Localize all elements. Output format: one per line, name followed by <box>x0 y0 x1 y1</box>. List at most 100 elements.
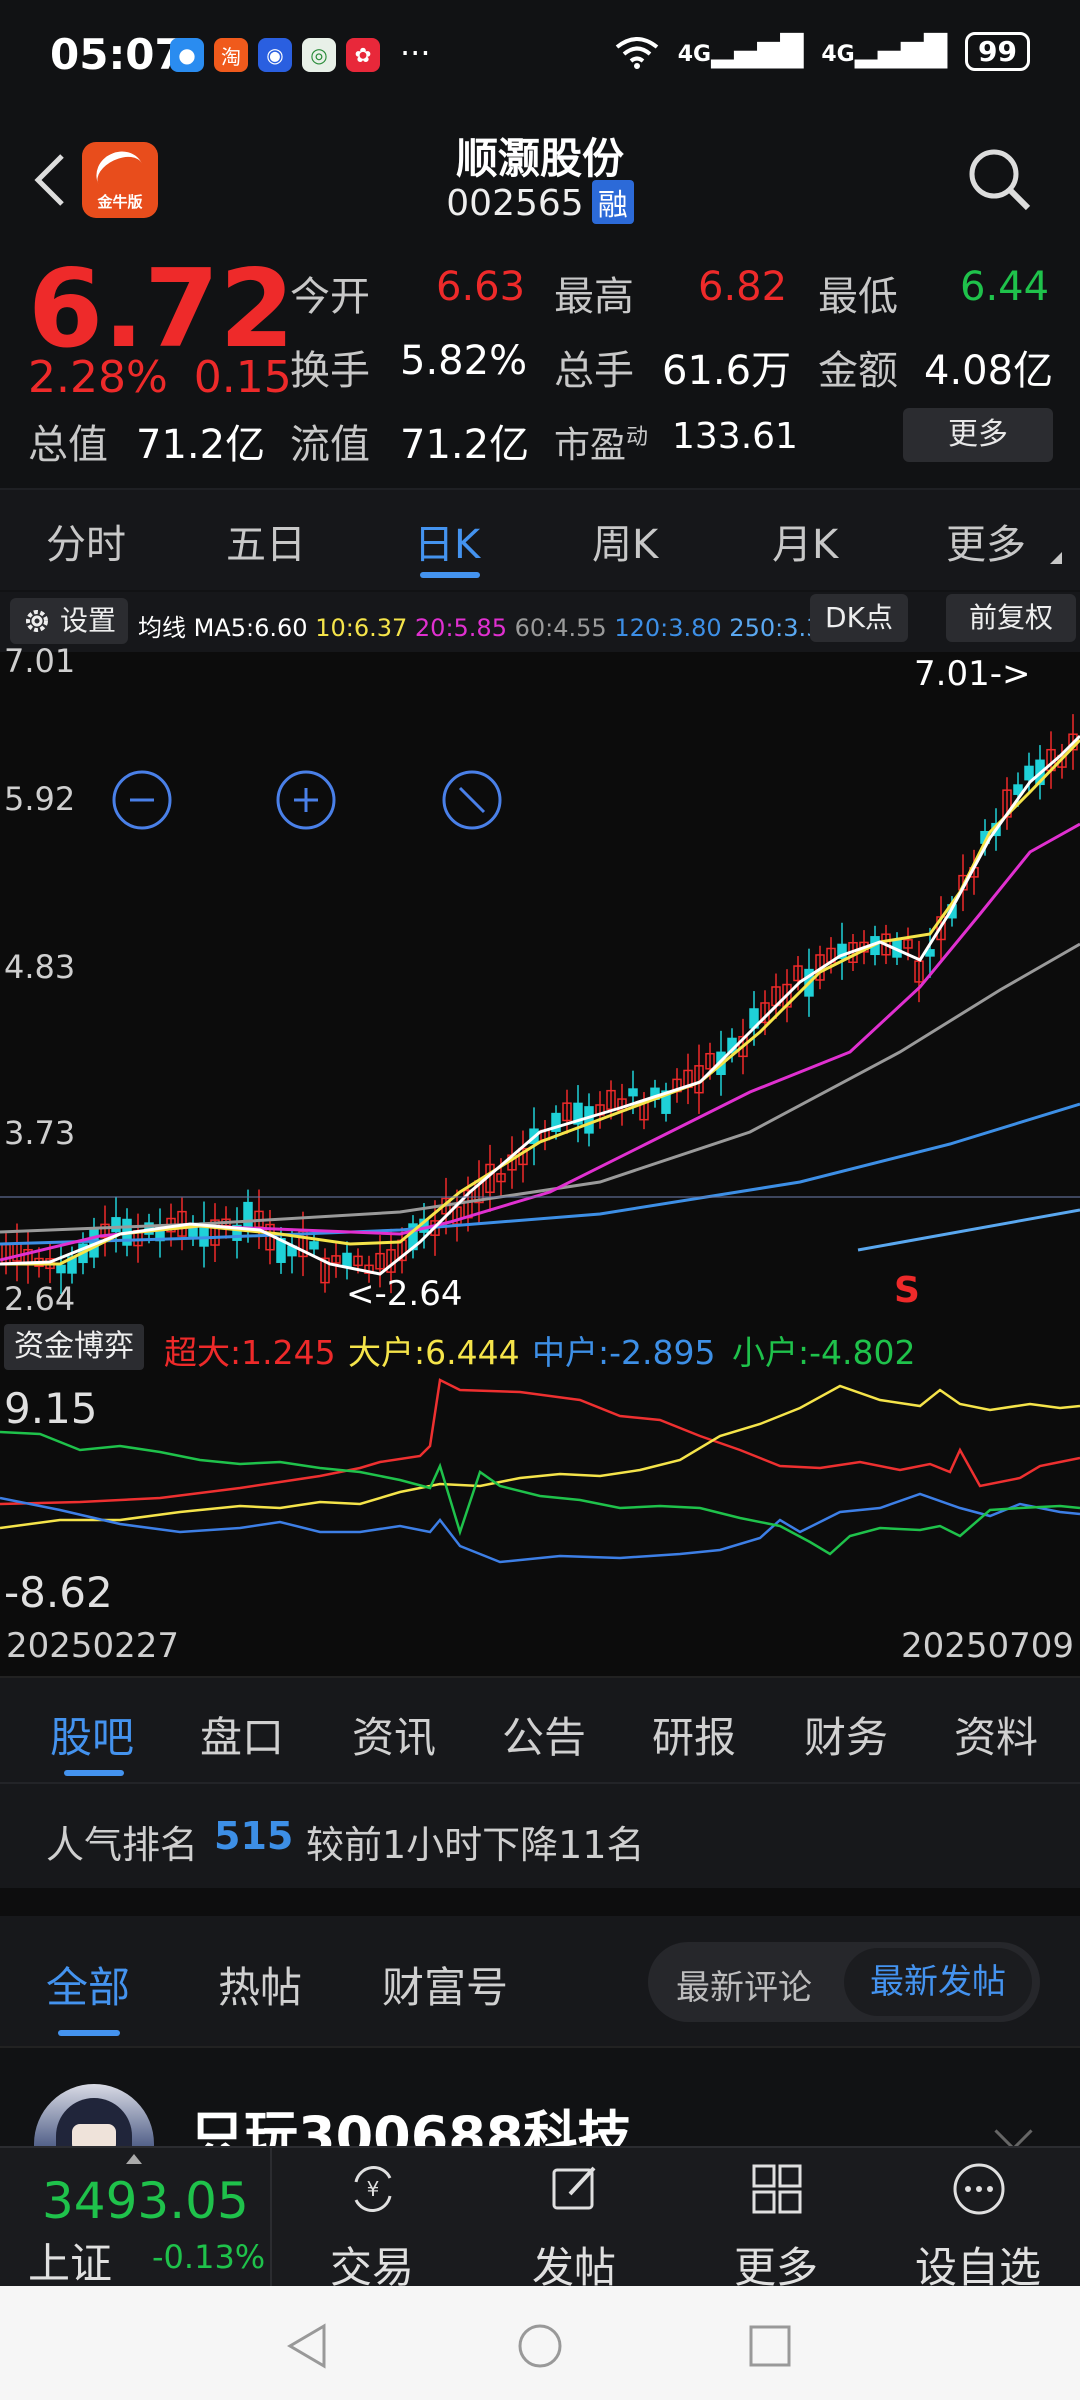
tab-weekly-k[interactable]: 周K <box>592 522 659 568</box>
popularity-rank[interactable]: 人气排名 515 较前1小时下降11名 <box>0 1782 1080 1890</box>
candle-body <box>232 1224 242 1241</box>
nav-post-label: 发帖 <box>531 2243 616 2292</box>
tab-five-day[interactable]: 五日 <box>226 522 306 568</box>
ma5-value: MA5:6.60 <box>193 614 308 642</box>
tab-announcements[interactable]: 公告 <box>502 1713 587 1762</box>
status-bar: 05:07 ● 淘 ◉ ◎ ✿ ··· 4G▂▄▆█ 4G▂▄▆█ 99 <box>0 0 1080 110</box>
system-back-icon[interactable] <box>284 2322 328 2370</box>
index-change: -0.13% <box>152 2238 266 2276</box>
sort-toggle: 最新评论 最新发帖 <box>648 1942 1040 2022</box>
sort-latest-comment[interactable]: 最新评论 <box>676 1968 812 2008</box>
amount-label: 金额 <box>818 348 898 394</box>
nav-trade[interactable]: ¥ 交易 <box>272 2148 472 2292</box>
turnover-label: 换手 <box>290 348 370 394</box>
ma-bar: 设置 均线 MA5:6.60 10:6.37 20:5.85 60:4.55 1… <box>0 592 1080 652</box>
legend-big: 大户:6.444 <box>348 1333 520 1372</box>
fund-y-bottom: -8.62 <box>4 1568 113 1617</box>
market-index[interactable]: 3493.05 上证 -0.13% <box>0 2148 272 2288</box>
signal-circle-icon <box>276 770 336 830</box>
tab-forum[interactable]: 股吧 <box>50 1713 135 1762</box>
candle-body <box>342 1252 352 1269</box>
fund-chart-svg <box>0 1378 1080 1564</box>
tab-underline <box>64 1770 124 1776</box>
nav-more[interactable]: 更多 <box>676 2148 876 2292</box>
signal-icon-2: 4G▂▄▆█ <box>821 34 948 69</box>
more-quote-button[interactable]: 更多 <box>903 408 1053 462</box>
chart-settings-button[interactable]: 设置 <box>10 598 129 644</box>
candle-body <box>496 1173 506 1183</box>
settings-label: 设置 <box>60 604 117 637</box>
tab-more[interactable]: 更多 <box>946 522 1026 568</box>
edit-icon <box>552 2166 596 2210</box>
low-label: 最低 <box>818 274 898 320</box>
search-icon[interactable] <box>966 146 1032 212</box>
nav-add-watchlist[interactable]: 设自选 <box>878 2148 1078 2292</box>
mktcap-value: 71.2亿 <box>136 422 266 468</box>
post-item[interactable]: 只玩300688科技 <box>0 2046 1080 2194</box>
tab-wealth[interactable]: 财富号 <box>382 1963 509 2012</box>
high-annotation: 7.01-> <box>914 654 1031 694</box>
tab-all[interactable]: 全部 <box>46 1963 131 2012</box>
legend-small: 小户:-4.802 <box>732 1333 916 1372</box>
candle-body <box>1024 765 1034 781</box>
current-price: 6.72 <box>28 247 295 372</box>
pe-value: 133.61 <box>672 416 798 457</box>
dk-point-button[interactable]: DK点 <box>810 594 908 642</box>
tab-profile[interactable]: 资料 <box>954 1713 1039 1762</box>
nav-trade-label: 交易 <box>329 2243 414 2292</box>
margin-trading-badge: 融 <box>591 180 634 224</box>
rank-note: 较前1小时下降11名 <box>306 1823 645 1867</box>
candle-body <box>903 939 913 949</box>
candle-body <box>353 1255 363 1267</box>
mktcap-label: 总值 <box>28 422 108 468</box>
candle-body <box>628 1088 638 1097</box>
float-label: 流值 <box>290 422 370 468</box>
tab-daily-k[interactable]: 日K <box>414 522 481 568</box>
high-value: 6.82 <box>698 264 788 310</box>
fund-legend: 资金博弈 超大:1.245 大户:6.444 中户:-2.895 小户:-4.8… <box>0 1320 1080 1376</box>
y-tick-2: 5.92 <box>4 780 76 818</box>
tab-monthly-k[interactable]: 月K <box>772 522 839 568</box>
signal-icon: 4G▂▄▆█ <box>677 34 804 69</box>
ma-values: 均线 MA5:6.60 10:6.37 20:5.85 60:4.55 120:… <box>138 608 837 643</box>
candle-body <box>661 1090 671 1114</box>
candle-body <box>309 1241 319 1250</box>
candle-body <box>705 1052 715 1070</box>
volume-value: 61.6万 <box>662 348 792 394</box>
sort-latest-post[interactable]: 最新发帖 <box>844 1948 1032 2016</box>
trade-icon: ¥ <box>354 2166 392 2212</box>
volume-label: 总手 <box>554 348 634 394</box>
news-app-icon: ✿ <box>346 38 380 72</box>
system-home-icon[interactable] <box>516 2322 564 2370</box>
tab-intraday[interactable]: 分时 <box>46 522 126 568</box>
tab-hot[interactable]: 热帖 <box>218 1963 303 2012</box>
ma10-value: 10:6.37 <box>315 614 408 642</box>
tab-news[interactable]: 资讯 <box>352 1713 437 1762</box>
forward-adjust-button[interactable]: 前复权 <box>946 594 1076 642</box>
period-tabs: 分时 五日 日K 周K 月K 更多 <box>0 490 1080 590</box>
back-arrow-icon[interactable] <box>30 150 90 220</box>
fund-chart[interactable]: 9.15 -8.62 <box>0 1376 1080 1617</box>
tab-finance[interactable]: 财务 <box>804 1713 889 1762</box>
low-annotation: <-2.64 <box>346 1274 463 1314</box>
sell-signal: S <box>894 1270 920 1311</box>
stock-code: 002565 <box>446 183 584 224</box>
series-big-line <box>0 1384 1080 1530</box>
more-dots-icon <box>953 2163 1005 2215</box>
low-value: 6.44 <box>960 264 1050 310</box>
tab-orderbook[interactable]: 盘口 <box>200 1713 285 1762</box>
index-name: 上证 <box>28 2239 113 2288</box>
status-right: 4G▂▄▆█ 4G▂▄▆█ 99 <box>614 32 1030 71</box>
fund-game-button[interactable]: 资金博弈 <box>4 1324 144 1370</box>
ma60-value: 60:4.55 <box>514 614 607 642</box>
candle-body <box>562 1102 572 1122</box>
fund-y-top: 9.15 <box>4 1384 98 1433</box>
open-label: 今开 <box>290 274 370 320</box>
ma250-line <box>857 1208 1080 1252</box>
nav-post[interactable]: 发帖 <box>474 2148 674 2292</box>
kline-chart[interactable]: 7.01 5.92 4.83 3.73 2.64 7.01-> <-2.64 S <box>0 642 1080 1320</box>
post-filter-tabs: 全部 热帖 财富号 最新评论 最新发帖 <box>0 1916 1080 2046</box>
tab-research[interactable]: 研报 <box>652 1713 737 1762</box>
system-recent-icon[interactable] <box>748 2324 792 2368</box>
chevron-down-icon[interactable] <box>994 2112 1033 2151</box>
